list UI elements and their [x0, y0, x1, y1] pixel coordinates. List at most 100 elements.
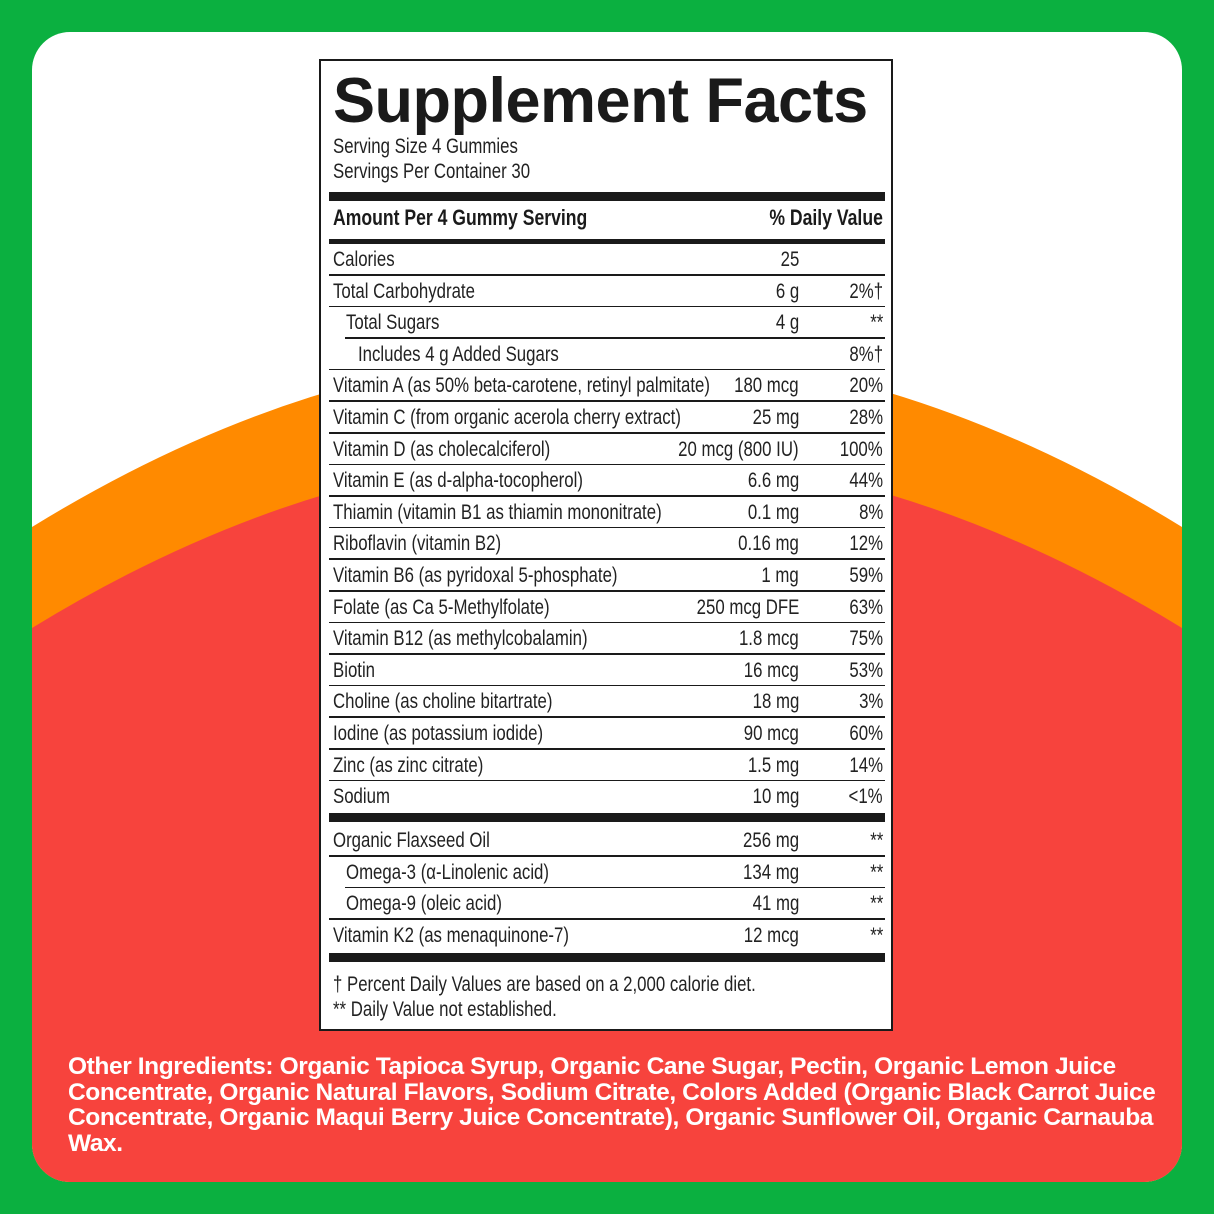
row-divider [345, 886, 885, 889]
table-row: Omega-9 (oleic acid) 41 mg ** [329, 888, 885, 920]
row-divider [329, 918, 885, 920]
nutrient-daily-value: ** [869, 892, 883, 916]
table-row: Calories 25 [329, 244, 885, 276]
row-divider [329, 274, 885, 276]
nutrient-daily-value: 12% [849, 532, 883, 556]
row-divider [329, 431, 885, 434]
nutrient-amount: 25 [780, 248, 799, 271]
table-header: Amount Per 4 Gummy Serving % Daily Value [333, 205, 883, 235]
nutrient-name: Calories [333, 248, 395, 271]
table-row: Includes 4 g Added Sugars 8%† [329, 339, 885, 371]
nutrient-daily-value: 28% [849, 405, 883, 429]
nutrient-daily-value: <1% [848, 785, 883, 809]
table-row: Vitamin K2 (as menaquinone-7) 12 mcg ** [329, 920, 885, 952]
other-ingredients-heading: Other Ingredients: [68, 1053, 274, 1080]
nutrient-daily-value: 8%† [849, 342, 883, 366]
row-divider [329, 305, 885, 308]
table-row: Vitamin B12 (as methylcobalamin) 1.8 mcg 7… [329, 623, 885, 655]
table-row: Vitamin C (from organic acerola cherry e… [329, 402, 885, 434]
nutrient-rows: Calories 25 Total Carbohydrate 6 g 2%† Total … [329, 244, 885, 813]
table-row: Choline (as choline bitartrate) 18 mg 3% [329, 686, 885, 718]
header-daily-value: % Daily Value [769, 205, 883, 230]
nutrient-name: Choline (as choline bitartrate) [333, 690, 553, 714]
nutrient-daily-value: ** [869, 860, 883, 884]
nutrient-daily-value: 53% [849, 658, 883, 682]
nutrient-daily-value: 44% [849, 469, 883, 493]
row-divider [329, 400, 885, 402]
nutrient-amount: 18 mg [752, 690, 799, 714]
nutrient-amount: 12 mcg [743, 923, 799, 947]
panel-title: Supplement Facts [333, 66, 868, 136]
nutrient-name: Biotin [333, 658, 376, 682]
row-divider [329, 463, 885, 466]
nutrient-amount: 6 g [775, 279, 799, 303]
nutrient-name: Organic Flaxseed Oil [333, 829, 490, 852]
row-divider [329, 716, 885, 718]
nutrient-name: Zinc (as zinc citrate) [333, 753, 484, 777]
other-rows: Organic Flaxseed Oil 256 mg ** Omega-3 (α-L… [329, 825, 885, 951]
nutrient-name: Riboflavin (vitamin B2) [333, 532, 502, 556]
nutrient-daily-value: ** [869, 923, 883, 947]
nutrient-amount: 10 mg [752, 785, 799, 809]
nutrient-name: Sodium [333, 785, 390, 809]
table-row: Vitamin A (as 50% beta-carotene, retinyl… [329, 370, 885, 402]
nutrient-daily-value: 3% [858, 690, 883, 714]
row-divider [329, 653, 885, 655]
row-divider [329, 526, 885, 529]
table-row: Vitamin D (as cholecalciferol) 20 mcg (80… [329, 434, 885, 466]
nutrient-amount: 4 g [775, 311, 799, 335]
nutrient-name: Thiamin (vitamin B1 as thiamin mononitra… [333, 500, 662, 524]
row-divider [329, 747, 885, 750]
supplement-facts-panel: Supplement Facts Serving Size 4 Gummies … [319, 59, 893, 1031]
table-row: Folate (as Ca 5-Methylfolate) 250 mcg DFE… [329, 592, 885, 624]
table-row: Sodium 10 mg <1% [329, 781, 885, 813]
nutrient-amount: 41 mg [752, 892, 799, 916]
nutrient-amount: 250 mcg DFE [696, 595, 799, 619]
nutrient-daily-value: 75% [849, 627, 883, 651]
thick-divider [329, 813, 885, 822]
nutrient-amount: 256 mg [742, 829, 799, 852]
table-row: Thiamin (vitamin B1 as thiamin mononitra… [329, 497, 885, 529]
nutrient-name: Total Sugars [345, 311, 439, 335]
table-row: Vitamin E (as d-alpha-tocopherol) 6.6 mg 4… [329, 465, 885, 497]
nutrient-name: Omega-9 (oleic acid) [345, 892, 502, 916]
row-divider [329, 855, 885, 857]
nutrient-amount: 180 mcg [734, 374, 799, 398]
nutrient-daily-value: 8% [858, 500, 883, 524]
nutrient-daily-value: 20% [849, 374, 883, 398]
footnote-not-established: ** Daily Value not established. [333, 998, 557, 1021]
table-row: Zinc (as zinc citrate) 1.5 mg 14% [329, 750, 885, 782]
row-divider [329, 558, 885, 560]
nutrient-amount: 16 mcg [743, 658, 799, 682]
thick-divider [329, 953, 885, 962]
nutrient-daily-value: ** [869, 311, 883, 335]
table-row: Vitamin B6 (as pyridoxal 5-phosphate) 1 m… [329, 560, 885, 592]
nutrient-name: Omega-3 (α-Linolenic acid) [345, 860, 549, 884]
nutrient-name: Vitamin B6 (as pyridoxal 5-phosphate) [333, 563, 618, 587]
nutrient-name: Vitamin K2 (as menaquinone-7) [333, 923, 569, 947]
nutrient-daily-value: 100% [840, 437, 883, 461]
row-divider [329, 495, 885, 497]
row-divider [329, 684, 885, 687]
header-divider [329, 239, 885, 244]
nutrient-amount: 25 mg [752, 405, 799, 429]
table-row: Omega-3 (α-Linolenic acid) 134 mg ** [329, 857, 885, 889]
table-row: Riboflavin (vitamin B2) 0.16 mg 12% [329, 528, 885, 560]
footnote-daily-values: † Percent Daily Values are based on a 2,… [333, 973, 756, 996]
nutrient-amount: 1.8 mcg [739, 627, 799, 651]
other-ingredients: Other Ingredients: Organic Tapioca Syrup… [68, 1054, 1158, 1156]
nutrient-daily-value: 2%† [849, 279, 883, 303]
nutrient-name: Vitamin C (from organic acerola cherry e… [333, 405, 681, 429]
nutrient-name: Vitamin D (as cholecalciferol) [333, 437, 551, 461]
row-divider [329, 621, 885, 624]
table-row: Total Carbohydrate 6 g 2%† [329, 276, 885, 308]
nutrient-name: Total Carbohydrate [333, 279, 475, 303]
nutrient-daily-value: 60% [849, 721, 883, 745]
other-ingredients-text: Organic Tapioca Syrup, Organic Cane Suga… [68, 1053, 1156, 1157]
nutrient-amount: 90 mcg [743, 721, 799, 745]
nutrient-daily-value: 63% [849, 595, 883, 619]
thick-divider [329, 192, 885, 201]
nutrient-name: Vitamin E (as d-alpha-tocopherol) [333, 469, 583, 493]
nutrient-name: Vitamin A (as 50% beta-carotene, retinyl… [333, 374, 710, 398]
row-divider [329, 779, 885, 782]
